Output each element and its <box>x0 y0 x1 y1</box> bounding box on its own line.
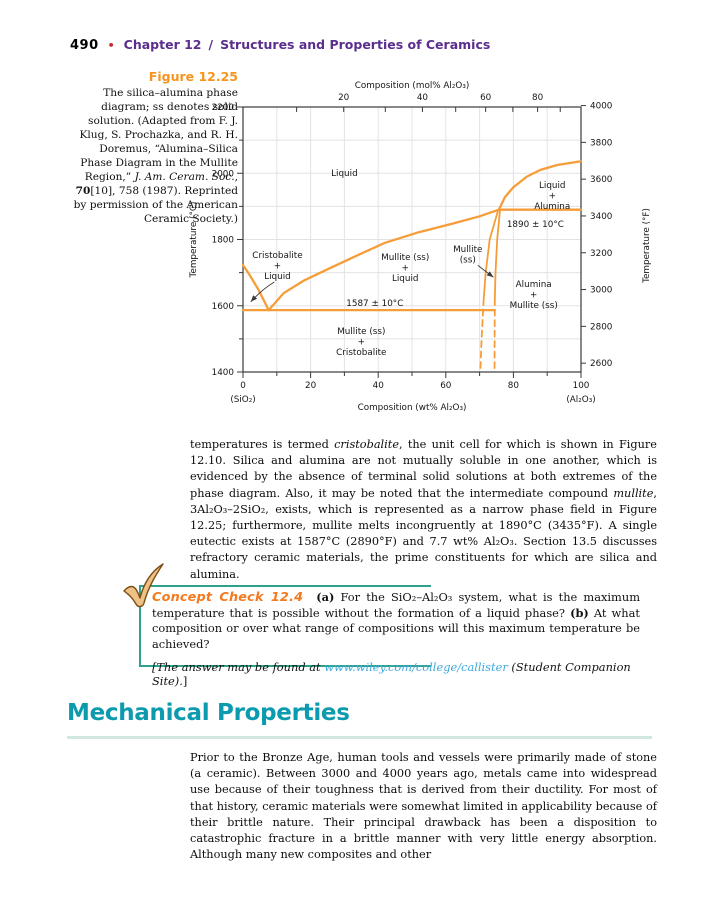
region-label: Liquid + Alumina <box>534 181 570 212</box>
figure-caption: Figure 12.25 The silica–alumina phase di… <box>73 69 238 226</box>
y-left-tick-label: 1800 <box>212 236 235 246</box>
x-tick-label: 40 <box>373 381 385 391</box>
running-header: 490 • Chapter 12 / Structures and Properties… <box>70 37 490 53</box>
y-right-tick-label: 3600 <box>590 175 613 185</box>
figure-caption-text: The silica–alumina phase diagram; ss den… <box>73 87 238 225</box>
figure-label: Figure 12.25 <box>148 69 238 84</box>
body-paragraph-1: temperatures is termed cristobalite, the… <box>190 438 657 581</box>
x-tick-label: 80 <box>508 381 520 391</box>
region-label: Alumina + Mullite (ss) <box>510 280 558 311</box>
checkmark-icon <box>123 563 164 608</box>
y-right-tick-label: 4000 <box>590 102 613 112</box>
body-paragraph-2: Prior to the Bronze Age, human tools and… <box>190 751 657 862</box>
x-left-end-label: (SiO₂) <box>230 395 255 405</box>
section-heading-rule <box>67 736 652 739</box>
concept-check-question: Concept Check 12.4 (a) For the SiO₂–Al₂O₃… <box>152 590 640 652</box>
region-label: Mullite (ss) + Liquid <box>381 253 429 284</box>
phase-diagram-figure: 0 20 40 60 80 100 1400 1600 1800 2000 2200 2600 2800… <box>183 76 683 421</box>
arrowhead <box>486 271 494 278</box>
concept-check-title: Concept Check 12.4 <box>152 590 304 605</box>
y-right-tick-label: 2800 <box>590 322 613 332</box>
separator: / <box>208 37 214 52</box>
y-left-axis-title: Temperature (°C) <box>189 202 199 279</box>
x-bottom-axis-title: Composition (wt% Al₂O₃) <box>358 403 467 413</box>
y-left-tick-label: 1600 <box>212 302 235 312</box>
y-left-tick-label: 1400 <box>212 368 235 378</box>
y-left-tick-label: 2000 <box>212 169 235 179</box>
y-right-axis-title: Temperature (°F) <box>642 208 652 284</box>
y-right-tick-label: 3400 <box>590 212 613 222</box>
concept-check: Concept Check 12.4 (a) For the SiO₂–Al₂O₃… <box>152 590 640 688</box>
region-label: 1587 ± 10°C <box>346 299 403 309</box>
chapter-label: Chapter 12 <box>123 37 202 52</box>
region-label: Mullite (ss) + Cristobalite <box>336 327 386 358</box>
y-right-tick-label: 3000 <box>590 286 613 296</box>
cristobalite-liquidus <box>241 263 270 312</box>
x-top-tick-label: 80 <box>532 93 544 103</box>
mullite-left-solvus-extension <box>479 298 485 373</box>
companion-site-link[interactable]: www.wiley.com/college/callister <box>324 660 508 675</box>
arrowhead <box>250 295 258 302</box>
mullite-liquidus <box>267 208 501 312</box>
region-label: Mullite (ss) <box>453 245 482 266</box>
alumina-liquidus <box>497 160 583 211</box>
section-heading: Mechanical Properties <box>67 700 350 726</box>
region-label: 1890 ± 10°C <box>507 220 564 230</box>
y-left-tick-label: 2200 <box>212 103 235 113</box>
y-right-tick-label: 2600 <box>590 359 613 369</box>
phase-diagram-svg: 0 20 40 60 80 100 1400 1600 1800 2000 2200 2600 2800… <box>189 81 652 413</box>
x-top-axis-title: Composition (mol% Al₂O₃) <box>355 81 470 91</box>
x-tick-label: 60 <box>440 381 452 391</box>
x-top-tick-label: 60 <box>480 93 492 103</box>
concept-check-box <box>139 585 431 667</box>
page-number: 490 <box>70 38 99 53</box>
region-label: Cristobalite + Liquid <box>252 251 302 282</box>
mullite-right-solvus <box>493 210 501 300</box>
x-tick-label: 100 <box>573 381 590 391</box>
x-tick-label: 0 <box>240 381 246 391</box>
y-right-tick-label: 3200 <box>590 249 613 259</box>
y-right-tick-label: 3800 <box>590 138 613 148</box>
region-label: Liquid <box>331 169 358 179</box>
mullite-left-solvus <box>482 210 499 300</box>
chapter-title: Structures and Properties of Ceramics <box>220 37 491 52</box>
bullet-icon: • <box>107 39 115 52</box>
concept-check-question-text: (a) For the SiO₂–Al₂O₃ system, what is t… <box>152 590 640 651</box>
x-top-tick-label: 20 <box>338 93 350 103</box>
x-tick-label: 20 <box>305 381 317 391</box>
concept-check-answer-note: [The answer may be found at www.wiley.co… <box>152 660 631 689</box>
x-top-tick-label: 40 <box>417 93 429 103</box>
x-right-end-label: (Al₂O₃) <box>566 395 595 405</box>
